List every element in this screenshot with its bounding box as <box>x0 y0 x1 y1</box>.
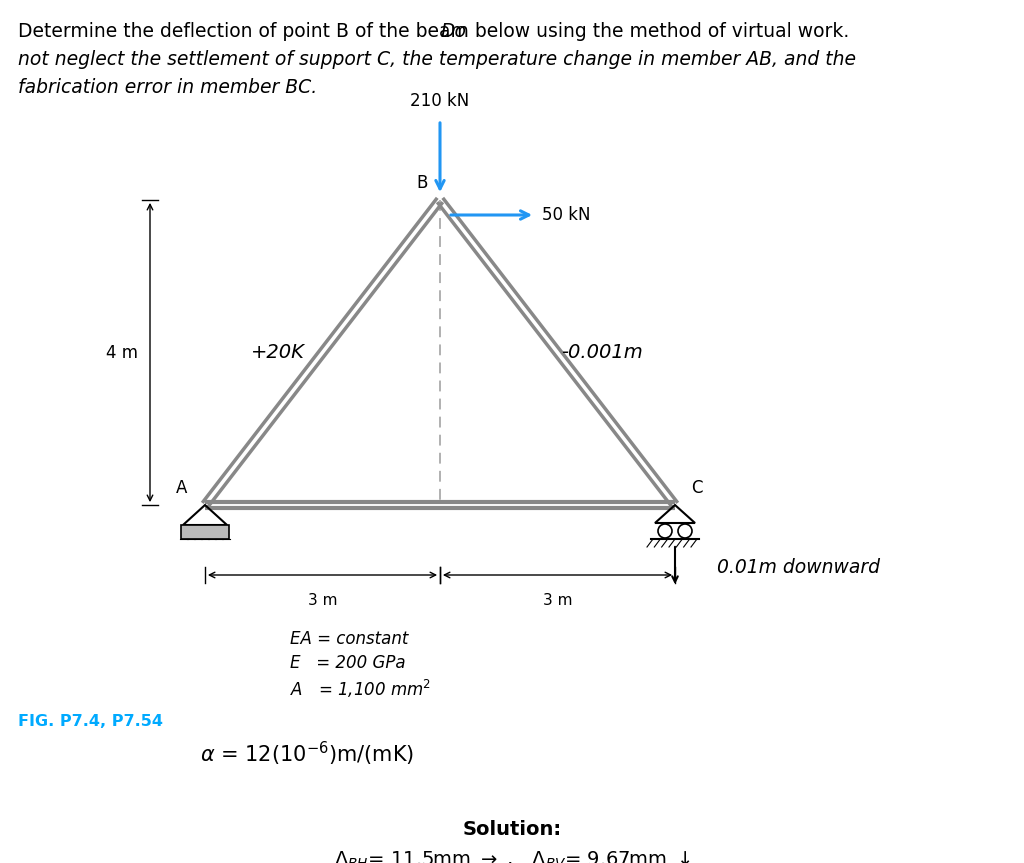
Text: 210 kN: 210 kN <box>411 92 470 110</box>
Text: FIG. P7.4, P7.54: FIG. P7.4, P7.54 <box>18 714 163 729</box>
Text: Solution:: Solution: <box>463 820 561 839</box>
Text: 0.01m downward: 0.01m downward <box>717 557 880 576</box>
Text: not neglect the settlement of support C, the temperature change in member AB, an: not neglect the settlement of support C,… <box>18 50 856 69</box>
Text: 4 m: 4 m <box>106 343 138 362</box>
Text: +20K: +20K <box>251 343 304 362</box>
Text: $\Delta_{BH}$= 11.5mm $\rightarrow$ ,   $\Delta_{BV}$= 9.67mm $\downarrow$: $\Delta_{BH}$= 11.5mm $\rightarrow$ , $\… <box>334 850 690 863</box>
Text: Determine the deflection of point B of the beam below using the method of virtua: Determine the deflection of point B of t… <box>18 22 855 41</box>
Text: A   = 1,100 mm$^2$: A = 1,100 mm$^2$ <box>290 678 431 700</box>
Text: EA = constant: EA = constant <box>290 630 409 648</box>
Circle shape <box>678 524 692 538</box>
Text: C: C <box>691 479 702 497</box>
Bar <box>181 525 229 539</box>
Text: A: A <box>176 479 187 497</box>
Text: B: B <box>417 174 428 192</box>
Text: 3 m: 3 m <box>308 593 337 608</box>
Text: -0.001m: -0.001m <box>561 343 643 362</box>
Text: 3 m: 3 m <box>543 593 572 608</box>
Text: 50 kN: 50 kN <box>542 206 591 224</box>
Circle shape <box>658 524 672 538</box>
Text: fabrication error in member BC.: fabrication error in member BC. <box>18 78 317 97</box>
Text: $\alpha$ = 12(10$^{-6}$)m/(mK): $\alpha$ = 12(10$^{-6}$)m/(mK) <box>200 740 414 768</box>
Text: E   = 200 GPa: E = 200 GPa <box>290 654 406 672</box>
Text: Do: Do <box>440 22 466 41</box>
